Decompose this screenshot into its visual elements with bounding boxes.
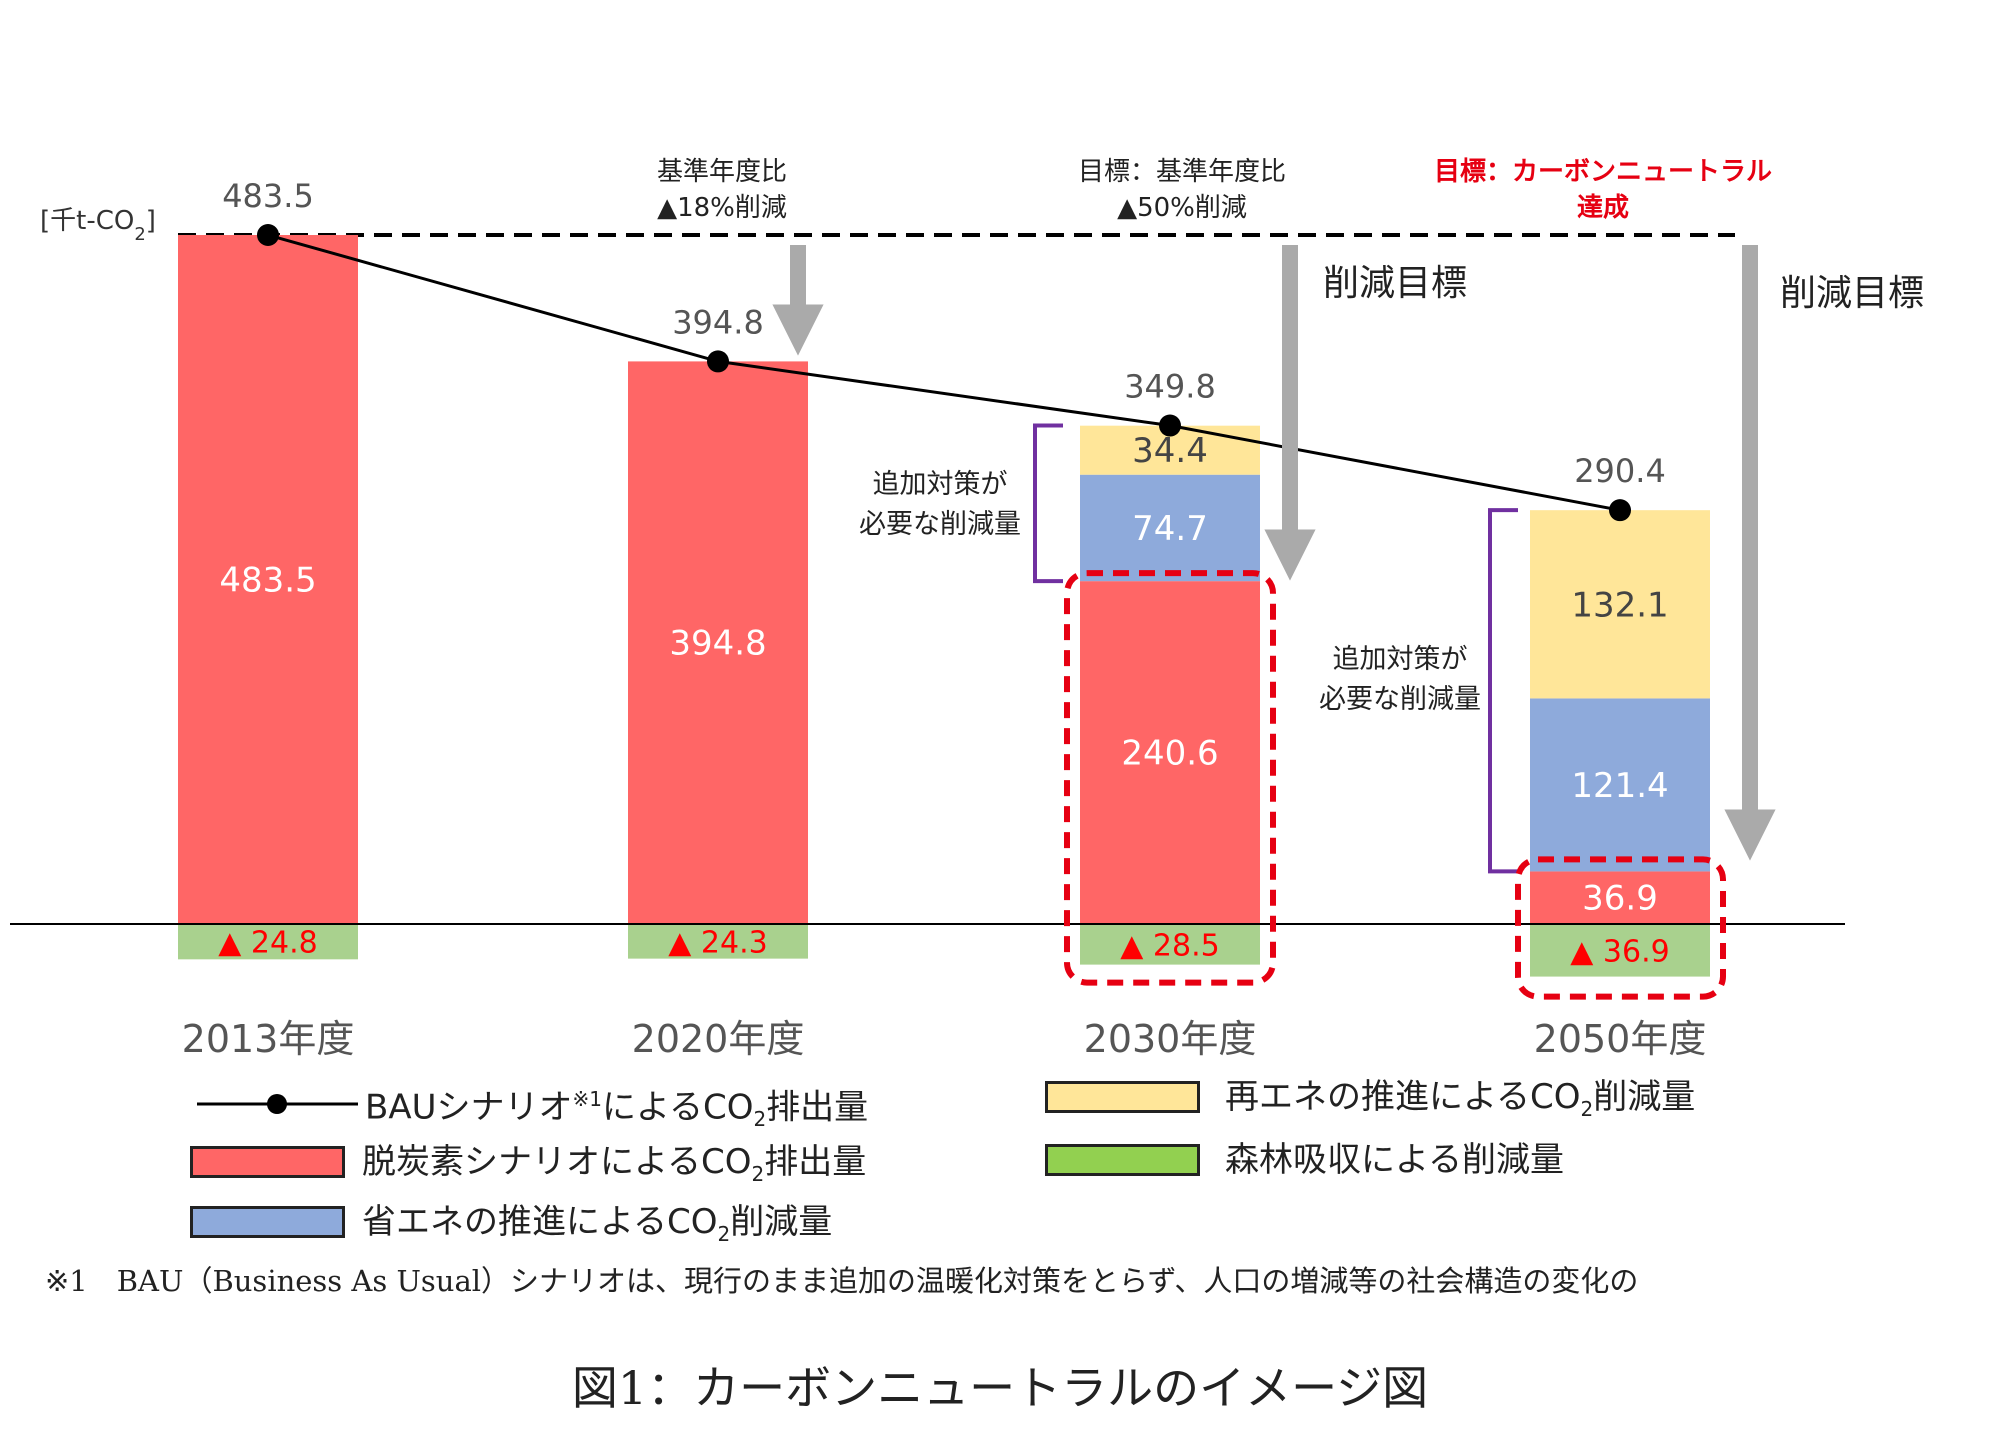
bau-value-label-3: 290.4 [1574, 452, 1666, 490]
bau-value-label-0: 483.5 [222, 177, 314, 215]
category-label-0: 2013年度 [182, 1017, 355, 1061]
bau-value-label-1: 394.8 [672, 303, 764, 341]
unit-label: [千t-CO2] [40, 206, 156, 245]
bau-line [267, 233, 1621, 512]
legend-decarb-swatch [190, 1146, 345, 1178]
category-label-3: 2050年度 [1534, 1017, 1707, 1061]
annotation-2020-line1: 基準年度比 [657, 157, 787, 187]
reduction-target-label-2050: 削減目標 [1780, 273, 1924, 314]
reduction-target-label-2030: 削減目標 [1323, 263, 1467, 304]
legend-decarb: 脱炭素シナリオによるCO2排出量 [190, 1140, 890, 1190]
legend-renewable-swatch [1045, 1081, 1200, 1113]
additional-measures-2030-line2: 必要な削減量 [859, 509, 1021, 540]
footnote: ※1 BAU（Business As Usual）シナリオは、現行のまま追加の温… [45, 1264, 1639, 1298]
bar-label-decarb-2: 240.6 [1121, 734, 1218, 774]
bar-label-energy_saving-3: 121.4 [1571, 766, 1668, 806]
bar-forest-1 [628, 924, 808, 959]
bracket-2030 [1033, 423, 1063, 584]
annotation-2030-line2: ▲50%削減 [1117, 193, 1247, 223]
bracket-2050 [1488, 508, 1518, 874]
bar-energy_saving-3 [1530, 698, 1710, 872]
legend-renewable: 再エネの推進によるCO2削減量 [1045, 1075, 1745, 1125]
legend-bau-line-icon [197, 1094, 358, 1114]
bar-label-decarb-3: 36.9 [1582, 879, 1658, 919]
annotation-2050-line1: 目標：カーボンニュートラル [1434, 157, 1772, 187]
bau-point-0 [257, 224, 279, 247]
legend-bau: BAUシナリオ※1によるCO2排出量 [195, 1075, 895, 1131]
legend-bau-label: BAUシナリオ※1によるCO2排出量 [365, 1087, 869, 1132]
bar-decarb-3 [1530, 871, 1710, 924]
bar-decarb-0 [178, 235, 358, 924]
bau-point-1 [707, 350, 729, 373]
bau-value-label-2: 349.8 [1124, 368, 1216, 406]
additional-measures-2050-line2: 必要な削減量 [1319, 684, 1481, 715]
bar-label-renewable-3: 132.1 [1571, 585, 1668, 625]
legend-forest-label: 森林吸収による削減量 [1225, 1140, 1564, 1180]
bar-decarb-2 [1080, 581, 1260, 924]
bau-point-2 [1159, 414, 1181, 437]
figure-caption: 図1：カーボンニュートラルのイメージ図 [571, 1361, 1429, 1415]
legend-decarb-label: 脱炭素シナリオによるCO2排出量 [362, 1142, 867, 1186]
bar-label-energy_saving-2: 74.7 [1132, 509, 1208, 549]
bar-label-forest-2: ▲ 28.5 [1120, 928, 1219, 963]
highlight-box-2030 [1064, 570, 1276, 986]
legend-energy-saving-swatch [190, 1206, 345, 1238]
additional-measures-2050-line1: 追加対策が [1333, 644, 1468, 675]
highlight-box-2050 [1515, 856, 1726, 1000]
legend-energy-saving: 省エネの推進によるCO2削減量 [190, 1200, 890, 1250]
annotation-2020-line2: ▲18%削減 [657, 193, 787, 223]
legend-energy-saving-label: 省エネの推進によるCO2削減量 [362, 1202, 833, 1246]
bar-forest-2 [1080, 924, 1260, 965]
bar-label-forest-1: ▲ 24.3 [668, 925, 767, 960]
bar-renewable-3 [1530, 510, 1710, 699]
legend-forest: 森林吸収による削減量 [1045, 1138, 1745, 1188]
bar-label-renewable-2: 34.4 [1132, 431, 1208, 471]
bar-label-decarb-0: 483.5 [219, 561, 316, 601]
annotation-2030-line1: 目標：基準年度比 [1078, 157, 1286, 187]
category-label-1: 2020年度 [632, 1017, 805, 1061]
annotation-2050-line2: 達成 [1577, 193, 1629, 223]
carbon-neutral-chart: [千t-CO2] 483.5 ▲ 24.8 2013年度 394.8 ▲ 24.3 2020… [10, 157, 1924, 1061]
bar-label-forest-3: ▲ 36.9 [1570, 934, 1669, 969]
bau-point-3 [1609, 499, 1631, 522]
bar-forest-0 [178, 924, 358, 960]
category-label-2: 2030年度 [1084, 1017, 1257, 1061]
legend-forest-swatch [1045, 1144, 1200, 1176]
additional-measures-2030-line1: 追加対策が [873, 469, 1008, 500]
bar-energy_saving-2 [1080, 474, 1260, 582]
bar-forest-3 [1530, 924, 1710, 977]
bar-label-forest-0: ▲ 24.8 [218, 926, 317, 961]
bar-decarb-1 [628, 361, 808, 924]
legend-renewable-label: 再エネの推進によるCO2削減量 [1225, 1077, 1696, 1121]
bar-label-decarb-1: 394.8 [669, 624, 766, 664]
